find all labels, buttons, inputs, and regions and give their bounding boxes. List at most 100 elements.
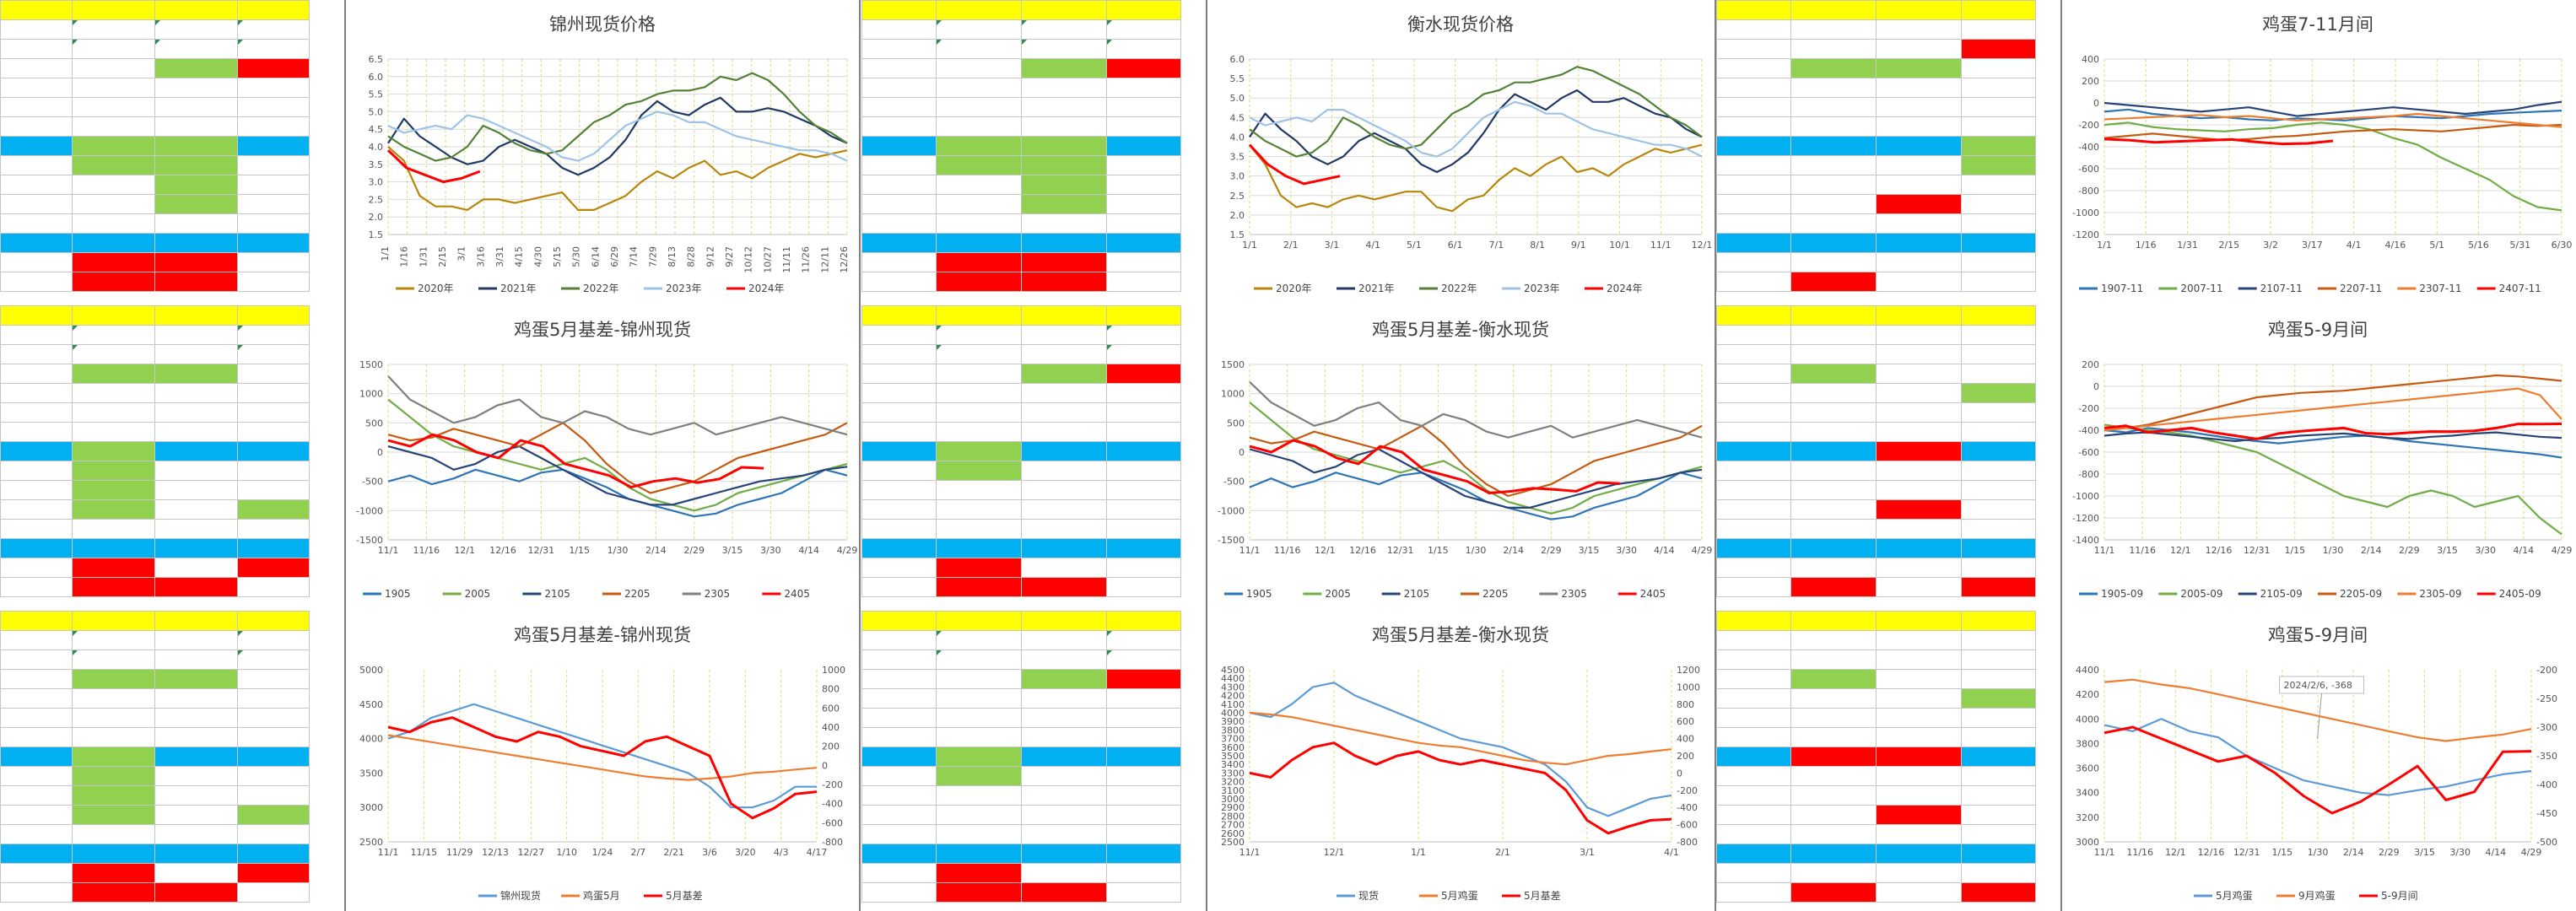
date-cell[interactable] <box>0 708 73 728</box>
value-cell[interactable] <box>1876 39 1962 59</box>
value-cell[interactable] <box>154 805 238 825</box>
value-cell[interactable] <box>237 155 310 175</box>
value-cell[interactable] <box>936 785 1022 806</box>
value-cell[interactable] <box>936 805 1022 825</box>
value-cell[interactable] <box>1876 538 1962 558</box>
value-cell[interactable] <box>237 383 310 403</box>
date-cell[interactable] <box>0 58 73 78</box>
date-cell[interactable] <box>861 97 937 117</box>
value-cell[interactable] <box>1961 58 2036 78</box>
chart-c3[interactable]: 鸡蛋7-11月间 -1200 -1000 -800 -600 -400 -200 0 200 40… <box>2062 0 2573 304</box>
value-cell[interactable] <box>154 708 238 728</box>
chart-c5[interactable]: 鸡蛋5月基差-衡水现货 -1500 -1000 -500 0 500 1000 1500 11/… <box>1207 305 1714 609</box>
value-cell[interactable] <box>72 480 155 500</box>
date-cell[interactable] <box>861 383 937 403</box>
value-cell[interactable] <box>237 364 310 384</box>
value-cell[interactable] <box>154 499 238 520</box>
date-cell[interactable] <box>861 136 937 156</box>
date-cell[interactable] <box>861 785 937 806</box>
date-cell[interactable] <box>861 441 937 461</box>
header-cell[interactable] <box>0 0 73 20</box>
value-cell[interactable] <box>1790 383 1877 403</box>
value-cell[interactable] <box>1876 194 1962 214</box>
header-cell[interactable] <box>154 611 238 631</box>
value-cell[interactable] <box>936 155 1022 175</box>
value-cell[interactable] <box>154 364 238 384</box>
value-cell[interactable] <box>936 538 1022 558</box>
value-cell[interactable] <box>1876 402 1962 423</box>
header-cell[interactable] <box>936 305 1022 326</box>
value-cell[interactable] <box>72 136 155 156</box>
value-cell[interactable] <box>936 863 1022 883</box>
value-cell[interactable] <box>936 727 1022 747</box>
value-cell[interactable] <box>237 213 310 234</box>
value-cell[interactable] <box>1876 58 1962 78</box>
value-cell[interactable] <box>1790 669 1877 689</box>
date-cell[interactable] <box>861 577 937 597</box>
value-cell[interactable] <box>1961 669 2036 689</box>
value-cell[interactable] <box>237 39 310 59</box>
value-cell[interactable] <box>1961 577 2036 597</box>
header-cell[interactable] <box>1106 611 1181 631</box>
value-cell[interactable] <box>1106 213 1181 234</box>
value-cell[interactable] <box>1876 519 1962 539</box>
value-cell[interactable] <box>237 766 310 786</box>
value-cell[interactable] <box>936 175 1022 195</box>
date-cell[interactable] <box>1716 155 1791 175</box>
date-cell[interactable] <box>0 519 73 539</box>
value-cell[interactable] <box>72 650 155 670</box>
chart-c7[interactable]: 鸡蛋5月基差-锦州现货 2500 3000 3500 4000 4500 5000 -800-… <box>346 611 859 911</box>
header-cell[interactable] <box>1716 305 1791 326</box>
value-cell[interactable] <box>1876 499 1962 520</box>
date-cell[interactable] <box>861 669 937 689</box>
date-cell[interactable] <box>1716 708 1791 728</box>
value-cell[interactable] <box>1790 747 1877 767</box>
date-cell[interactable] <box>1716 175 1791 195</box>
value-cell[interactable] <box>936 422 1022 442</box>
value-cell[interactable] <box>1876 97 1962 117</box>
value-cell[interactable] <box>1961 441 2036 461</box>
chart-c9[interactable]: 鸡蛋5-9月间 3000 3200 3400 3600 3800 4000 4200 4400 -… <box>2062 611 2573 911</box>
value-cell[interactable] <box>154 863 238 883</box>
date-cell[interactable] <box>0 747 73 767</box>
value-cell[interactable] <box>936 558 1022 578</box>
date-cell[interactable] <box>861 480 937 500</box>
value-cell[interactable] <box>1021 577 1107 597</box>
header-cell[interactable] <box>1021 611 1107 631</box>
value-cell[interactable] <box>154 136 238 156</box>
date-cell[interactable] <box>861 688 937 709</box>
date-cell[interactable] <box>861 727 937 747</box>
value-cell[interactable] <box>72 213 155 234</box>
value-cell[interactable] <box>1021 194 1107 214</box>
value-cell[interactable] <box>154 155 238 175</box>
value-cell[interactable] <box>1021 78 1107 98</box>
value-cell[interactable] <box>237 422 310 442</box>
value-cell[interactable] <box>1021 116 1107 137</box>
value-cell[interactable] <box>1961 136 2036 156</box>
header-cell[interactable] <box>1876 0 1962 20</box>
value-cell[interactable] <box>1961 538 2036 558</box>
value-cell[interactable] <box>1021 766 1107 786</box>
value-cell[interactable] <box>237 630 310 650</box>
value-cell[interactable] <box>1021 175 1107 195</box>
value-cell[interactable] <box>1961 39 2036 59</box>
value-cell[interactable] <box>1021 97 1107 117</box>
value-cell[interactable] <box>1021 39 1107 59</box>
value-cell[interactable] <box>936 58 1022 78</box>
date-cell[interactable] <box>0 175 73 195</box>
header-cell[interactable] <box>1876 305 1962 326</box>
date-cell[interactable] <box>0 272 73 292</box>
value-cell[interactable] <box>72 97 155 117</box>
header-cell[interactable] <box>237 305 310 326</box>
value-cell[interactable] <box>1961 175 2036 195</box>
date-cell[interactable] <box>861 325 937 345</box>
value-cell[interactable] <box>154 785 238 806</box>
date-cell[interactable] <box>1716 499 1791 520</box>
value-cell[interactable] <box>1876 805 1962 825</box>
value-cell[interactable] <box>1790 461 1877 481</box>
value-cell[interactable] <box>1021 844 1107 864</box>
value-cell[interactable] <box>1790 785 1877 806</box>
value-cell[interactable] <box>1021 402 1107 423</box>
date-cell[interactable] <box>861 708 937 728</box>
value-cell[interactable] <box>1790 422 1877 442</box>
